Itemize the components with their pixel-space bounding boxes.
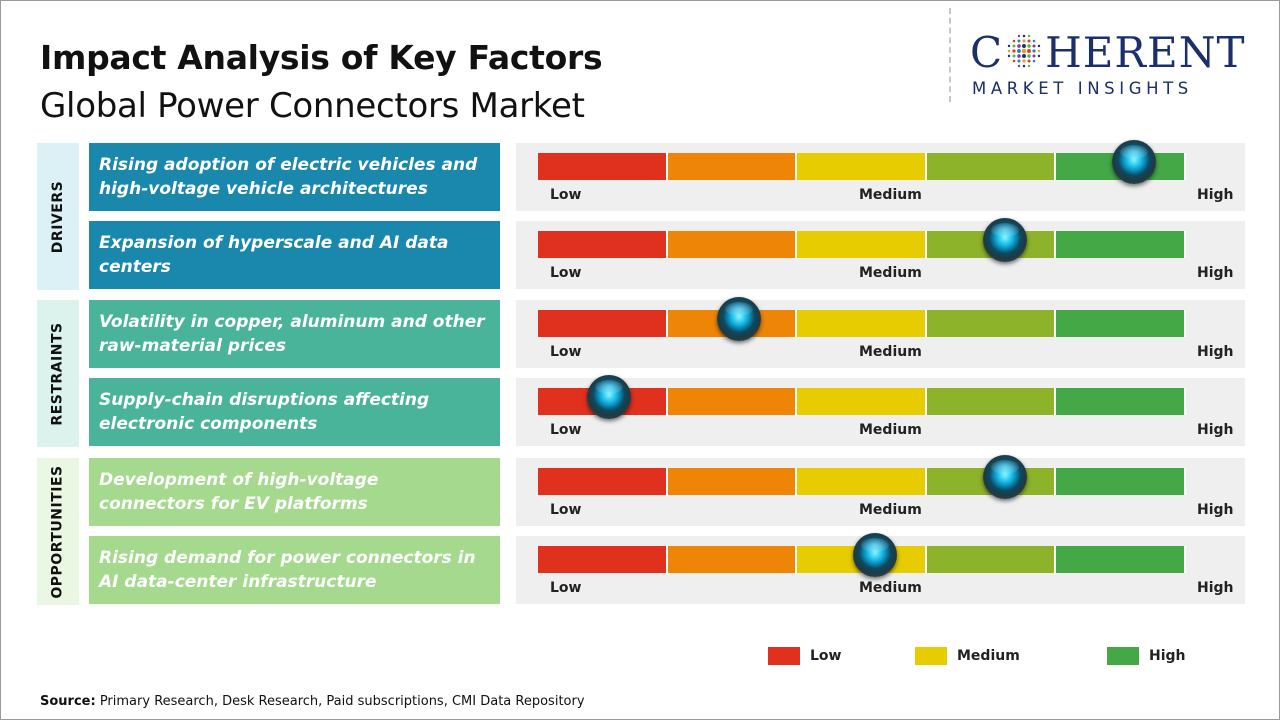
scale-segment-5: [1056, 468, 1186, 495]
scale-segment-4: [926, 546, 1057, 573]
impact-marker: [716, 297, 761, 341]
tick-low-label: Low: [550, 502, 582, 518]
impact-marker: [982, 455, 1027, 499]
category-label: DRIVERS: [50, 180, 66, 253]
scale-segment-5: [1056, 310, 1186, 337]
tick-medium-label: Medium: [859, 502, 922, 518]
factor-text: Volatility in copper, aluminum and other…: [99, 312, 485, 356]
source-text: Primary Research, Desk Research, Paid su…: [95, 694, 585, 709]
tick-high-label: High: [1197, 187, 1234, 203]
scale-segment-1: [538, 546, 668, 573]
impact-scale-bar: [538, 297, 1186, 341]
impact-marker: [852, 533, 897, 577]
impact-gauge-panel: Low Medium High: [516, 533, 1245, 604]
factor-text: Expansion of hyperscale and AI data cent…: [99, 233, 449, 277]
scale-segment-2: [667, 231, 798, 258]
impact-gauge-panel: Low Medium High: [516, 455, 1245, 526]
scale-segment-1: [538, 231, 668, 258]
factor-text: Rising demand for power connectors in AI…: [99, 548, 476, 592]
impact-scale-bar: [538, 218, 1186, 262]
impact-gauge-panel: Low Medium High: [516, 140, 1245, 211]
legend-label: High: [1149, 648, 1186, 664]
tick-high-label: High: [1197, 265, 1234, 281]
factor-text: Rising adoption of electric vehicles and…: [99, 155, 478, 199]
logo-divider: [949, 8, 951, 102]
tick-high-label: High: [1197, 422, 1234, 438]
impact-scale-bar: [538, 533, 1186, 577]
legend-swatch: [915, 647, 947, 665]
factor-box: Volatility in copper, aluminum and other…: [89, 300, 500, 368]
impact-gauge-panel: Low Medium High: [516, 375, 1245, 446]
legend-item-low: Low: [768, 647, 841, 665]
impact-marker: [1112, 140, 1157, 184]
impact-marker: [982, 218, 1027, 262]
factor-box: Expansion of hyperscale and AI data cent…: [89, 221, 500, 289]
tick-low-label: Low: [550, 187, 582, 203]
scale-segment-2: [667, 388, 798, 415]
legend-swatch: [1107, 647, 1139, 665]
scale-segment-2: [667, 153, 798, 180]
tick-low-label: Low: [550, 422, 582, 438]
legend-item-high: High: [1107, 647, 1186, 665]
source-note: Source: Primary Research, Desk Research,…: [40, 694, 585, 709]
scale-segment-3: [797, 388, 927, 415]
scale-segment-2: [667, 546, 798, 573]
factor-box: Supply-chain disruptions affecting elect…: [89, 378, 500, 446]
tick-high-label: High: [1197, 344, 1234, 360]
tick-medium-label: Medium: [859, 580, 922, 596]
category-drivers: DRIVERS: [37, 143, 79, 290]
tick-low-label: Low: [550, 265, 582, 281]
scale-segment-1: [538, 468, 668, 495]
logo-globe-icon: [1007, 34, 1041, 68]
category-label: OPPORTUNITIES: [50, 464, 67, 599]
factor-box: Rising adoption of electric vehicles and…: [89, 143, 500, 211]
scale-segment-2: [667, 468, 798, 495]
page-title: Impact Analysis of Key Factors: [40, 38, 603, 77]
factor-text: Supply-chain disruptions affecting elect…: [99, 390, 430, 434]
factor-box: Rising demand for power connectors in AI…: [89, 536, 500, 604]
tick-high-label: High: [1197, 580, 1234, 596]
company-logo: C HERENT MARKET INSIGHTS: [970, 30, 1260, 100]
logo-tagline: MARKET INSIGHTS: [972, 79, 1193, 98]
scale-segment-3: [797, 310, 927, 337]
category-opportunities: OPPORTUNITIES: [37, 458, 79, 605]
tick-low-label: Low: [550, 580, 582, 596]
logo-wordmark: C HERENT: [970, 28, 1246, 77]
impact-gauge-panel: Low Medium High: [516, 218, 1245, 289]
impact-scale-bar: [538, 375, 1186, 419]
tick-high-label: High: [1197, 502, 1234, 518]
factor-box: Development of high-voltage connectors f…: [89, 458, 500, 526]
tick-medium-label: Medium: [859, 187, 922, 203]
impact-marker: [587, 375, 632, 419]
tick-medium-label: Medium: [859, 422, 922, 438]
category-restraints: RESTRAINTS: [37, 300, 79, 447]
legend-label: Medium: [957, 648, 1020, 664]
scale-segment-1: [538, 310, 668, 337]
tick-medium-label: Medium: [859, 344, 922, 360]
scale-segment-4: [926, 153, 1057, 180]
scale-segment-4: [926, 388, 1057, 415]
impact-scale-bar: [538, 140, 1186, 184]
legend-label: Low: [810, 648, 842, 664]
scale-segment-3: [797, 468, 927, 495]
scale-segment-1: [538, 153, 668, 180]
scale-segment-5: [1056, 231, 1186, 258]
category-label: RESTRAINTS: [50, 321, 66, 426]
scale-segment-5: [1056, 388, 1186, 415]
source-label: Source:: [40, 694, 96, 709]
tick-low-label: Low: [550, 344, 582, 360]
scale-segment-5: [1056, 546, 1186, 573]
impact-scale-bar: [538, 455, 1186, 499]
tick-medium-label: Medium: [859, 265, 922, 281]
factor-text: Development of high-voltage connectors f…: [99, 470, 379, 514]
impact-gauge-panel: Low Medium High: [516, 297, 1245, 368]
scale-segment-4: [926, 310, 1057, 337]
scale-segment-3: [797, 231, 927, 258]
legend-item-medium: Medium: [915, 647, 1020, 665]
page-subtitle: Global Power Connectors Market: [40, 86, 585, 126]
legend-swatch: [768, 647, 800, 665]
scale-segment-3: [797, 153, 927, 180]
